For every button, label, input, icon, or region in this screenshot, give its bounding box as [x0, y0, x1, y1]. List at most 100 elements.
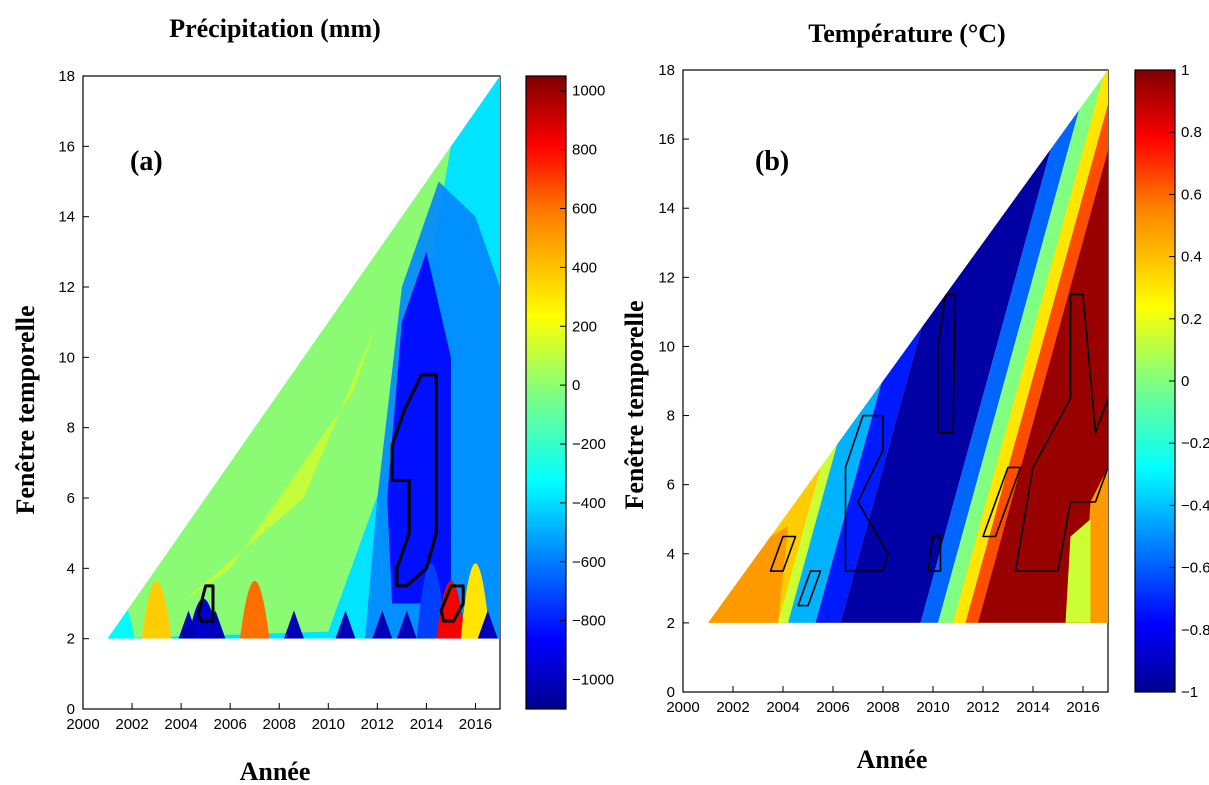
colorbar-tick-label: 1000 [572, 83, 605, 100]
x-axis-label: Année [857, 745, 928, 774]
y-tick-label: 2 [67, 631, 75, 648]
y-tick-label: 16 [658, 131, 675, 148]
significance-contour [769, 535, 797, 572]
heatmap-band [965, 70, 1108, 623]
heatmap-notch [205, 610, 226, 639]
heatmap-band [840, 70, 1073, 623]
plot-area: 2000 2002 2004 2006 2008 2010 2012 2014 2016 0 2 4 6… [58, 68, 501, 733]
colorbar-gradient [1134, 69, 1176, 693]
heatmap-notch [477, 610, 498, 639]
x-tick-label: 2010 [916, 699, 949, 716]
colorbar-tick-label: −0.2 [1181, 435, 1209, 452]
panel-precipitation: Précipitation (mm) Année Fenêtre tempore… [11, 14, 614, 785]
x-tick-label: 2000 [666, 699, 699, 716]
heatmap-notch [396, 610, 417, 639]
x-tick-label: 2012 [361, 716, 394, 733]
colorbar-tick-label: 800 [572, 142, 597, 159]
significance-contour [390, 373, 438, 588]
colorbar-tick-label: −800 [572, 613, 606, 630]
colorbar: 1000 800 600 400 200 0 −200 −400 −600 −800 −1000 [525, 75, 614, 710]
x-tick-label: 2004 [766, 699, 799, 716]
colorbar-tick-label: −400 [572, 495, 606, 512]
x-axis-label: Année [240, 757, 311, 785]
colorbar-tick-label: 0 [1181, 373, 1189, 390]
x-tick-label: 2002 [716, 699, 749, 716]
heatmap-notch [335, 610, 356, 639]
y-tick-label: 10 [58, 349, 75, 366]
significance-contour [927, 535, 942, 572]
x-tick-label: 2014 [410, 716, 443, 733]
colorbar-tick-label: 0.2 [1181, 311, 1202, 328]
x-tick-label: 2002 [115, 716, 148, 733]
y-axis-label: Fenêtre temporelle [620, 300, 649, 509]
colorbar-tick-label: −1 [1181, 684, 1198, 701]
colorbar-tick-label: −200 [572, 436, 606, 453]
heatmap-lobe [416, 563, 447, 639]
x-tick-label: 2016 [1066, 699, 1099, 716]
heatmap-lobe [239, 580, 270, 639]
significance-contour [797, 570, 822, 607]
x-tick-label: 2004 [164, 716, 197, 733]
heatmap-band [938, 70, 1105, 623]
y-tick-label: 14 [58, 209, 75, 226]
y-tick-label: 2 [667, 615, 675, 632]
heatmap-region [1065, 519, 1091, 623]
colorbar-tick-label: −1000 [572, 672, 614, 689]
significance-contour [1014, 293, 1108, 572]
y-tick-label: 12 [658, 269, 675, 286]
y-tick-label: 6 [67, 490, 75, 507]
significance-contour [982, 466, 1022, 538]
colorbar-tick-label: −0.6 [1181, 560, 1209, 577]
x-tick-label: 2000 [66, 716, 99, 733]
y-tick-label: 4 [67, 560, 75, 577]
y-tick-label: 12 [58, 279, 75, 296]
plot-area: 2000 2002 2004 2006 2008 2010 2012 2014 2016 0 2 4 6… [658, 62, 1109, 716]
x-tick-label: 2008 [263, 716, 296, 733]
y-tick-label: 4 [667, 546, 675, 563]
colorbar: 1 0.8 0.6 0.4 0.2 0 −0.2 −0.4 −0.6 −0.8 −1 [1134, 62, 1209, 701]
significance-contour [196, 584, 215, 623]
heatmap-band [920, 70, 1090, 623]
y-tick-label: 18 [58, 68, 75, 85]
colorbar-tick-label: 0.8 [1181, 124, 1202, 141]
colorbar-tick-label: 0.4 [1181, 249, 1202, 266]
heatmap-lobe [436, 580, 466, 639]
chart-title: Température (°C) [808, 19, 1005, 48]
y-tick-label: 14 [658, 200, 675, 217]
x-tick-label: 2014 [1016, 699, 1049, 716]
heatmap-notch [372, 610, 393, 639]
y-tick-label: 0 [667, 684, 675, 701]
panel-label: (b) [755, 146, 789, 177]
heatmap-band [978, 70, 1108, 623]
heatmap-notch [178, 610, 199, 639]
y-tick-label: 8 [67, 420, 75, 437]
colorbar-tick-label: 200 [572, 318, 597, 335]
colorbar-tick-label: −0.4 [1181, 497, 1209, 514]
colorbar-tick-label: −600 [572, 554, 606, 571]
colorbar-tick-label: 1 [1181, 62, 1189, 79]
y-tick-label: 18 [658, 62, 675, 79]
significance-contour [439, 584, 465, 623]
heatmap-lobe [460, 563, 491, 639]
significance-contour [844, 414, 889, 572]
x-tick-label: 2008 [866, 699, 899, 716]
panel-label: (a) [130, 146, 163, 177]
y-tick-label: 16 [58, 138, 75, 155]
colorbar-gradient [525, 75, 567, 710]
colorbar-tick-label: 600 [572, 200, 597, 217]
heatmap-notch [283, 610, 304, 639]
colorbar-tick-label: 0.6 [1181, 186, 1202, 203]
heatmap-lobe [141, 580, 172, 639]
y-tick-label: 6 [667, 477, 675, 494]
colorbar-tick-label: 0 [572, 377, 580, 394]
x-tick-label: 2010 [312, 716, 345, 733]
heatmap-region [708, 526, 788, 623]
x-tick-label: 2016 [459, 716, 492, 733]
x-tick-label: 2012 [966, 699, 999, 716]
heatmap-band [953, 70, 1108, 623]
panel-temperature: Température (°C) Année Fenêtre temporell… [620, 19, 1209, 774]
colorbar-tick-label: 400 [572, 259, 597, 276]
x-tick-label: 2006 [816, 699, 849, 716]
significance-contour [937, 293, 957, 434]
